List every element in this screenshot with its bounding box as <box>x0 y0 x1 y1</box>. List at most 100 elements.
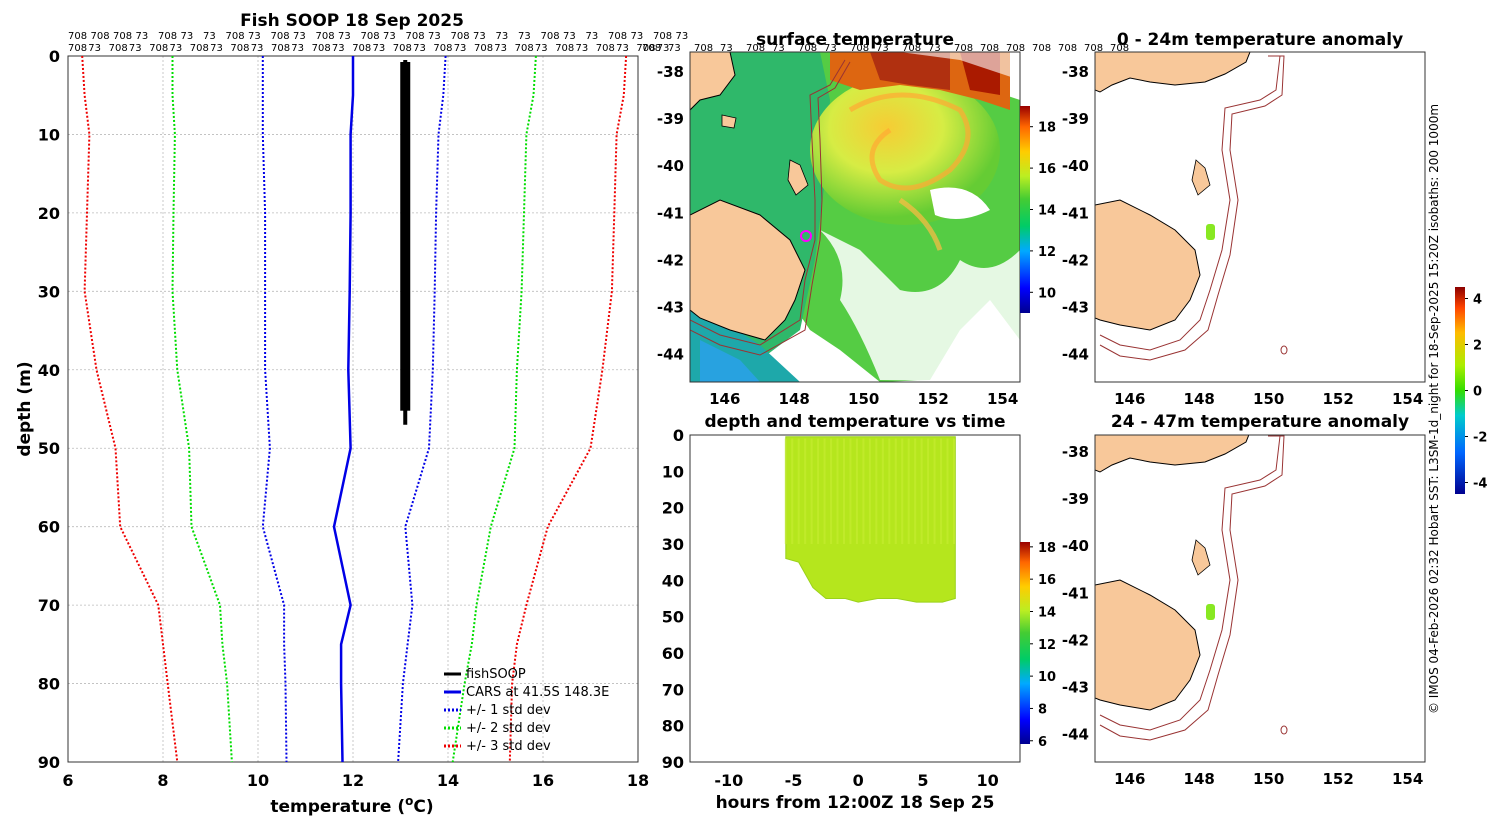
profile-top-label: 708 <box>271 31 290 42</box>
anomaly-top-y-tick-label: -43 <box>1062 299 1089 317</box>
profile-top-label: 73 <box>657 43 670 54</box>
profile-top-label: 708 <box>149 43 168 54</box>
depth-time-y-tick-label: 80 <box>662 717 684 736</box>
depth-time-points <box>784 436 956 603</box>
depth-time-y-tick-label: 60 <box>662 644 684 663</box>
profile-top-label: 73 <box>631 31 644 42</box>
sst-top-label: 708 <box>746 43 765 54</box>
profile-top-label: 708 <box>68 43 87 54</box>
depth-time-y-tick-labels: 0 10 20 30 40 50 60 70 80 90 <box>662 426 684 772</box>
depth-time-colorbar-tick-label: 12 <box>1038 638 1056 653</box>
profile-top-label: 708 <box>393 43 412 54</box>
profile-series-line-6 <box>81 55 179 763</box>
sst-top-label: 73 <box>824 43 837 54</box>
depth-time-panel: depth and temperature vs time -10 -5 0 5 10 … <box>662 412 1056 813</box>
profile-top-label: 708 <box>653 31 672 42</box>
sst-colorbar-tick-label: 14 <box>1038 204 1056 219</box>
profile-y-tick-label: 90 <box>38 753 60 772</box>
sst-image <box>690 52 1020 382</box>
anomaly-bottom-panel: 24 - 47m temperature anomaly 146 148 150 15… <box>1062 412 1426 788</box>
anomaly-bottom-y-tick-label: -43 <box>1062 679 1089 697</box>
anomaly-bottom-y-tick-label: -38 <box>1062 443 1089 461</box>
anomaly-top-x-tick-label: 154 <box>1392 390 1423 408</box>
profile-top-label: 708 <box>316 31 335 42</box>
sst-top-label: 708 <box>1110 43 1129 54</box>
depth-time-y-tick-label: 30 <box>662 535 684 554</box>
sst-x-tick-label: 148 <box>779 390 810 408</box>
depth-time-y-tick-label: 10 <box>662 462 684 481</box>
profile-title: Fish SOOP 18 Sep 2025 <box>240 11 464 31</box>
depth-time-x-tick-label: 10 <box>977 771 999 790</box>
profile-top-label: 708 <box>636 43 655 54</box>
profile-x-tick-label: 12 <box>342 771 364 790</box>
sst-track-marker <box>800 230 812 242</box>
profile-y-tick-label: 40 <box>38 361 60 380</box>
profile-legend-label: CARS at 41.5S 148.3E <box>466 685 609 700</box>
anomaly-top-x-tick-label: 152 <box>1323 390 1354 408</box>
profile-x-tick-label: 18 <box>627 771 649 790</box>
profile-y-tick-labels: 0 10 20 30 40 50 60 70 80 90 <box>38 47 60 772</box>
profile-top-label: 708 <box>68 31 87 42</box>
profile-top-label: 73 <box>494 43 507 54</box>
sst-y-tick-label: -40 <box>657 157 684 175</box>
anomaly-colorbar-tick-label: 2 <box>1473 339 1482 354</box>
sst-colorbar-tick-label: 16 <box>1038 162 1056 177</box>
profile-series <box>81 55 628 763</box>
depth-time-colorbar-ticks: 6 8 10 12 14 16 18 <box>1030 541 1056 750</box>
profile-top-label: 73 <box>563 31 576 42</box>
profile-top-label: 73 <box>251 43 264 54</box>
profile-top-label: 73 <box>616 43 629 54</box>
sst-x-tick-labels: 146 148 150 152 154 <box>709 390 1018 408</box>
anomaly-top-panel: 0 - 24m temperature anomaly 146 148 150 152… <box>1062 30 1426 408</box>
depth-time-colorbar-tick-label: 16 <box>1038 573 1056 588</box>
anomaly-top-x-tick-labels: 146 148 150 152 154 <box>1114 390 1423 408</box>
sst-top-label: 708 <box>1084 43 1103 54</box>
profile-panel: Fish SOOP 18 Sep 2025 708 708 708 73 708 73 73… <box>15 11 688 817</box>
profile-top-label: 73 <box>473 31 486 42</box>
profile-top-label: 708 <box>596 43 615 54</box>
profile-series-line-7 <box>508 55 628 763</box>
sst-top-label: 73 <box>772 43 785 54</box>
anomaly-colorbar-panel: -4 -2 0 2 4 <box>1455 287 1487 494</box>
sst-top-label: 73 <box>720 43 733 54</box>
depth-time-x-tick-label: 0 <box>853 771 864 790</box>
profile-series-line-3 <box>397 55 447 763</box>
depth-time-y-tick-label: 20 <box>662 499 684 518</box>
sst-x-tick-label: 152 <box>918 390 949 408</box>
depth-time-colorbar-tick-label: 8 <box>1038 702 1047 717</box>
depth-time-x-tick-label: 5 <box>917 771 928 790</box>
anomaly-colorbar-tick-label: -4 <box>1473 477 1487 492</box>
profile-top-label: 73 <box>576 43 589 54</box>
sst-colorbar-tick-label: 12 <box>1038 245 1056 260</box>
anomaly-bottom-axes-frame <box>1094 434 1426 763</box>
anomaly-bottom-x-tick-label: 150 <box>1253 770 1284 788</box>
sst-top-label: 708 <box>980 43 999 54</box>
profile-top-label: 73 <box>454 43 467 54</box>
anomaly-top-x-tick-label: 146 <box>1114 390 1145 408</box>
credit-text: © IMOS 04-Feb-2026 02:32 Hobart SST: L3S… <box>1427 104 1441 714</box>
anomaly-colorbar-ticks: -4 -2 0 2 4 <box>1465 293 1487 492</box>
profile-top-label: 73 <box>518 31 531 42</box>
profile-x-tick-labels: 6 8 10 12 14 16 18 <box>62 771 649 790</box>
profile-top-label: 73 <box>332 43 345 54</box>
anomaly-colorbar <box>1455 287 1465 494</box>
profile-top-label: 708 <box>230 43 249 54</box>
profile-top-label: 73 <box>338 31 351 42</box>
profile-top-label: 73 <box>129 43 142 54</box>
profile-grid <box>67 55 639 763</box>
sst-x-tick-label: 150 <box>848 390 879 408</box>
anomaly-colorbar-tick-label: -2 <box>1473 431 1487 446</box>
profile-series-line-1 <box>332 56 355 763</box>
profile-top-label: 708 <box>361 31 380 42</box>
anomaly-bottom-x-tick-label: 152 <box>1323 770 1354 788</box>
profile-top-label: 73 <box>248 31 261 42</box>
anomaly-bottom-x-tick-label: 154 <box>1392 770 1423 788</box>
sst-top-label: 708 <box>642 43 661 54</box>
profile-top-label: 73 <box>496 31 509 42</box>
profile-top-label: 708 <box>271 43 290 54</box>
anomaly-top-x-tick-label: 150 <box>1253 390 1284 408</box>
sst-y-tick-label: -43 <box>657 299 684 317</box>
sst-colorbar-ticks: 10 12 14 16 18 <box>1030 121 1056 301</box>
sst-top-label: 708 <box>694 43 713 54</box>
sst-top-label: 73 <box>876 43 889 54</box>
